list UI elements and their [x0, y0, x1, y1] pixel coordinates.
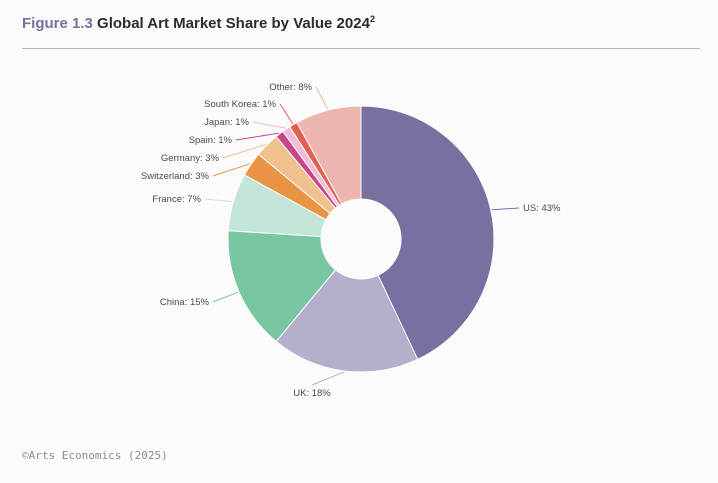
leader-line-south-korea	[279, 103, 294, 124]
data-label-south-korea: South Korea: 1%	[204, 99, 276, 110]
data-label-uk: UK: 18%	[293, 388, 331, 399]
leader-line-us	[491, 207, 520, 211]
leader-line-japan	[252, 121, 286, 129]
data-label-spain: Spain: 1%	[189, 135, 233, 146]
leader-line-china	[212, 291, 239, 303]
data-label-china: China: 15%	[160, 297, 210, 308]
slice-us	[360, 105, 495, 361]
data-label-us: US: 43%	[523, 203, 561, 214]
data-label-germany: Germany: 3%	[161, 153, 220, 164]
data-label-japan: Japan: 1%	[204, 117, 249, 128]
data-label-other: Other: 8%	[269, 82, 312, 93]
source-credit: ©Arts Economics (2025)	[22, 449, 168, 462]
slice-other	[296, 105, 362, 205]
leader-line-spain	[235, 132, 279, 141]
data-label-switzerland: Switzerland: 3%	[141, 171, 210, 182]
slice-uk	[275, 269, 419, 373]
leader-line-germany	[222, 143, 267, 159]
leader-line-switzerland	[212, 163, 251, 177]
chart-title: Global Art Market Share by Value 2024	[97, 15, 370, 32]
leader-line-other	[315, 86, 329, 110]
slice-china	[227, 230, 337, 343]
title-footnote-marker: 2	[369, 14, 375, 24]
leader-line-france	[204, 198, 233, 203]
figure-title: Figure 1.3 Global Art Market Share by Va…	[22, 14, 375, 32]
figure-number: Figure 1.3	[22, 15, 93, 32]
leader-line-uk	[311, 371, 345, 386]
header-divider	[22, 48, 700, 49]
data-label-france: France: 7%	[152, 194, 201, 205]
